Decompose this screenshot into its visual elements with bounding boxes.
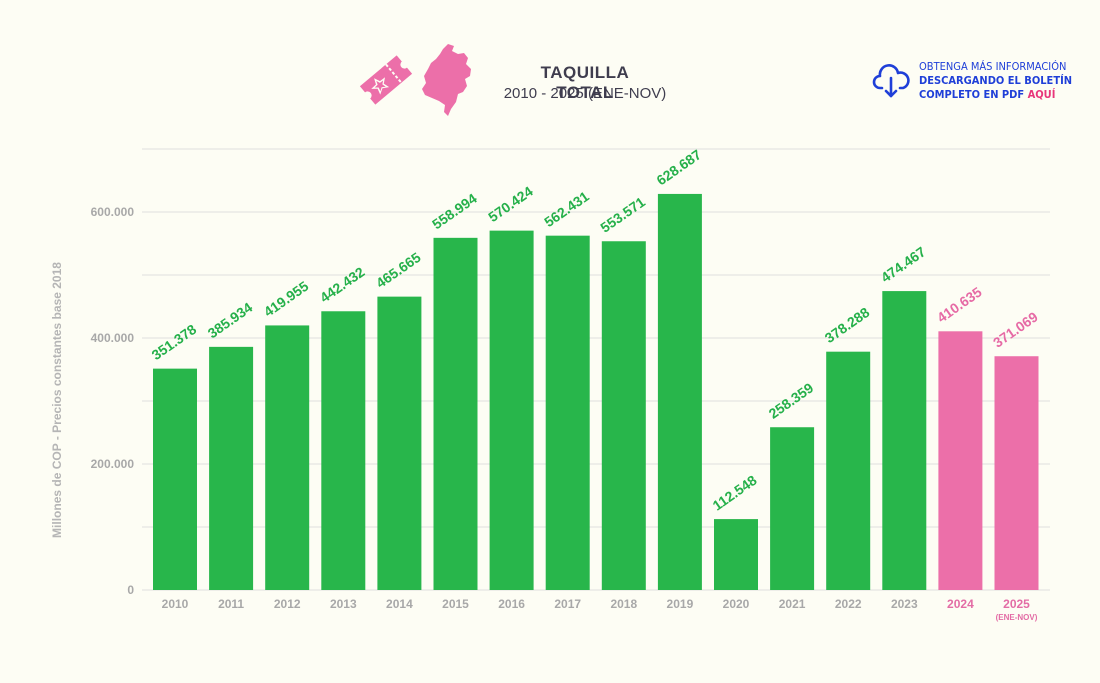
download-line-1: OBTENGA MÁS INFORMACIÓN — [919, 60, 1067, 73]
bar — [321, 311, 366, 590]
chart-header: TAQUILLA TOTAL 2010 - 2025 (ENE-NOV) — [350, 40, 710, 120]
y-tick-label: 0 — [127, 583, 134, 597]
bar — [265, 325, 310, 590]
bar — [826, 351, 871, 590]
bar — [601, 241, 646, 590]
ticket-icon — [359, 55, 413, 105]
x-category-label: 2011 — [218, 597, 244, 611]
bar-value-label: 385.934 — [205, 299, 256, 341]
bar-value-label: 553.571 — [597, 193, 648, 235]
y-tick-label: 600.000 — [91, 205, 135, 219]
x-category-sublabel: (ENE-NOV) — [996, 613, 1038, 622]
bar-value-label: 558.994 — [429, 190, 480, 232]
x-category-label: 2014 — [386, 597, 413, 611]
x-category-label: 2023 — [891, 597, 918, 611]
bar-value-label: 628.687 — [653, 146, 704, 188]
bar — [433, 237, 478, 590]
x-category-label: 2018 — [610, 597, 637, 611]
bar — [938, 331, 983, 590]
bar — [377, 296, 422, 590]
bar-value-label: 112.548 — [710, 472, 760, 514]
x-category-label: 2016 — [498, 597, 525, 611]
chart-title: TAQUILLA TOTAL — [540, 63, 630, 102]
x-category-label: 2020 — [723, 597, 750, 611]
x-category-label: 2010 — [162, 597, 189, 611]
x-category-label: 2021 — [779, 597, 806, 611]
bar — [994, 356, 1039, 590]
x-category-label: 2019 — [667, 597, 694, 611]
bar-value-label: 562.431 — [541, 188, 592, 230]
bar — [209, 346, 254, 590]
x-category-label: 2013 — [330, 597, 357, 611]
bar-value-label: 570.424 — [485, 183, 536, 225]
bar-value-label: 442.432 — [317, 263, 368, 305]
bar-value-label: 465.665 — [373, 249, 424, 291]
x-category-label: 2017 — [554, 597, 581, 611]
bar — [489, 230, 534, 590]
x-category-label: 2015 — [442, 597, 469, 611]
y-tick-label: 200.000 — [91, 457, 135, 471]
bar — [714, 519, 758, 590]
download-text[interactable]: OBTENGA MÁS INFORMACIÓN DESCARGANDO EL B… — [919, 60, 1072, 102]
bar-value-label: 351.378 — [149, 321, 200, 363]
x-category-label: 2024 — [947, 597, 974, 611]
bar — [657, 193, 702, 590]
colombia-map-icon — [422, 44, 471, 116]
bar-value-label: 378.288 — [822, 304, 873, 346]
bar-value-label: 419.955 — [261, 278, 312, 320]
x-category-label: 2012 — [274, 597, 301, 611]
download-bulletin-link[interactable]: OBTENGA MÁS INFORMACIÓN DESCARGANDO EL B… — [870, 60, 1090, 108]
download-line-3: COMPLETO EN PDF AQUÍ — [919, 88, 1072, 102]
chart-subtitle: 2010 - 2025 (ENE-NOV) — [503, 85, 667, 102]
cloud-download-icon — [872, 64, 910, 98]
download-here-link[interactable]: AQUÍ — [1027, 88, 1056, 101]
y-tick-label: 400.000 — [91, 331, 135, 345]
x-category-label: 2025 — [1003, 597, 1030, 611]
bar-value-label: 410.635 — [934, 284, 985, 326]
bar — [153, 368, 197, 590]
bar-value-label: 371.069 — [990, 308, 1041, 350]
download-line-3-prefix: COMPLETO EN PDF — [919, 88, 1028, 101]
bar — [770, 427, 815, 590]
bar — [545, 235, 590, 591]
x-category-label: 2022 — [835, 597, 862, 611]
bar — [882, 291, 927, 590]
bar-value-label: 474.467 — [878, 243, 929, 285]
download-line-2: DESCARGANDO EL BOLETÍN — [919, 74, 1073, 87]
